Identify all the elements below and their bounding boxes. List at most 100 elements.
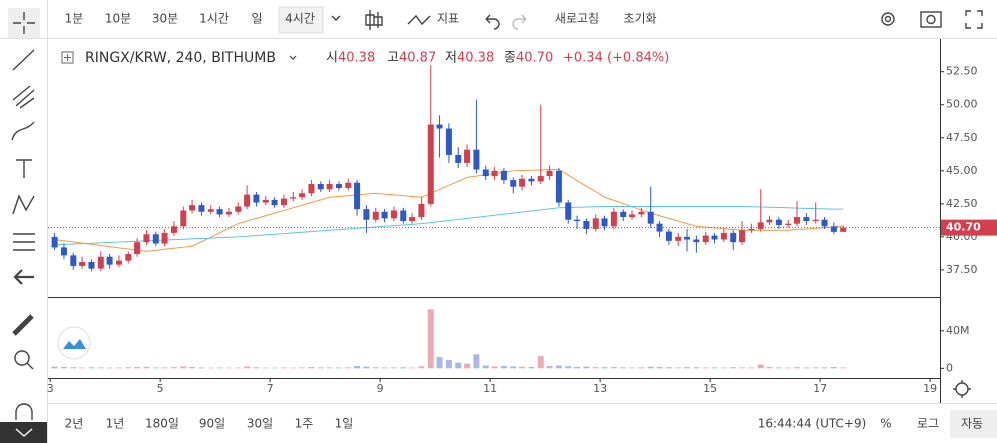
candle-body bbox=[97, 256, 104, 269]
volume-bar bbox=[216, 367, 223, 369]
left-toolbar bbox=[0, 8, 47, 443]
interval-dropdown[interactable] bbox=[331, 15, 341, 21]
volume-tick-label: 0 bbox=[946, 361, 953, 374]
volume-bar bbox=[510, 366, 517, 369]
candle-body bbox=[500, 170, 507, 181]
brush-tool[interactable] bbox=[11, 121, 35, 141]
candle-body bbox=[143, 234, 150, 243]
x-tick-label: 13 bbox=[593, 382, 607, 395]
candle-body bbox=[335, 184, 342, 188]
candle-body bbox=[601, 218, 608, 227]
range-button[interactable]: 2년 bbox=[65, 417, 84, 431]
fullscreen-button[interactable] bbox=[965, 10, 983, 29]
candle-body bbox=[766, 219, 773, 223]
legend-toggle-plus bbox=[64, 54, 71, 61]
candle-body bbox=[427, 124, 434, 204]
volume-bar bbox=[225, 367, 232, 369]
undo-button[interactable] bbox=[485, 14, 500, 30]
interval-button[interactable]: 30분 bbox=[152, 12, 178, 26]
refresh-button[interactable]: 새로고침 bbox=[555, 12, 599, 26]
symbol-dropdown[interactable] bbox=[289, 55, 297, 60]
range-button[interactable]: 30일 bbox=[247, 417, 273, 431]
candle-body bbox=[216, 209, 223, 215]
volume-bar bbox=[244, 366, 251, 369]
candle-body bbox=[684, 236, 691, 240]
volume-bar bbox=[436, 357, 443, 369]
auto-scale-bg bbox=[950, 410, 997, 438]
volume-bar bbox=[665, 367, 672, 369]
volume-bar bbox=[60, 366, 67, 369]
candle-body bbox=[656, 223, 663, 232]
candle-body bbox=[830, 226, 837, 232]
percent-toggle[interactable]: % bbox=[880, 417, 891, 431]
interval-button[interactable]: 1시간 bbox=[199, 12, 229, 26]
indicator-icon bbox=[407, 14, 431, 26]
volume-bar bbox=[647, 366, 654, 369]
volume-bar bbox=[812, 367, 819, 369]
settings-button[interactable] bbox=[881, 12, 895, 26]
volume-bar bbox=[803, 367, 810, 369]
back-tool[interactable] bbox=[13, 269, 34, 285]
candle-body bbox=[125, 254, 132, 261]
volume-bar bbox=[775, 367, 782, 369]
interval-button[interactable]: 일 bbox=[251, 12, 262, 26]
range-button[interactable]: 1년 bbox=[106, 417, 125, 431]
legend-close-label: 종 bbox=[504, 51, 516, 66]
candle-body bbox=[189, 205, 196, 211]
volume-bar bbox=[88, 367, 95, 369]
trendline-tool[interactable] bbox=[12, 49, 35, 71]
ruler-tool[interactable] bbox=[12, 314, 34, 336]
chart-style-button[interactable] bbox=[365, 10, 383, 30]
pattern-tool[interactable] bbox=[12, 194, 35, 215]
reset-button[interactable]: 초기화 bbox=[623, 12, 656, 26]
interval-button[interactable]: 10분 bbox=[105, 12, 131, 26]
candle-body bbox=[702, 235, 709, 243]
y-tick-label: 52.50 bbox=[946, 65, 978, 78]
y-tick-label: 47.50 bbox=[946, 131, 978, 144]
collapse-bar[interactable] bbox=[0, 422, 47, 443]
range-button[interactable]: 1주 bbox=[295, 417, 314, 431]
x-tick-label: 7 bbox=[267, 382, 274, 395]
candle-body bbox=[354, 182, 361, 210]
volume-bar bbox=[161, 367, 168, 369]
prediction-tool[interactable] bbox=[13, 233, 35, 251]
volume-bar bbox=[656, 366, 663, 369]
snapshot-button[interactable] bbox=[920, 11, 942, 28]
volume-bar bbox=[198, 367, 205, 369]
redo-button[interactable] bbox=[512, 14, 527, 30]
candle-body bbox=[665, 231, 672, 241]
selected-interval-bg bbox=[278, 6, 324, 34]
candle-body bbox=[418, 203, 425, 218]
log-toggle[interactable]: 로그 bbox=[917, 417, 939, 431]
indicator-button[interactable]: 지표 bbox=[437, 12, 459, 26]
volume-bar bbox=[79, 367, 86, 369]
volume-bar bbox=[271, 367, 278, 369]
candle-body bbox=[647, 211, 654, 224]
volume-bar bbox=[555, 365, 562, 369]
volume-bar bbox=[500, 365, 507, 369]
range-button[interactable]: 90일 bbox=[199, 417, 225, 431]
candle-body bbox=[592, 218, 599, 229]
interval-button[interactable]: 1분 bbox=[65, 12, 84, 26]
volume-bar bbox=[720, 367, 727, 369]
candle-body bbox=[299, 193, 306, 198]
volume-bar bbox=[400, 367, 407, 369]
interval-button[interactable]: 4시간 bbox=[285, 12, 315, 26]
candle-body bbox=[757, 222, 764, 229]
last-price-tag bbox=[941, 219, 997, 236]
volume-bar bbox=[354, 365, 361, 369]
auto-toggle[interactable]: 자동 bbox=[961, 417, 983, 431]
magnet-tool[interactable] bbox=[15, 403, 33, 420]
range-button[interactable]: 180일 bbox=[145, 417, 179, 431]
volume-bar bbox=[601, 367, 608, 369]
zoom-tool[interactable] bbox=[14, 350, 30, 366]
symbol-title[interactable]: RINGX/KRW, 240, BITHUMB bbox=[85, 50, 276, 66]
volume-bar bbox=[51, 366, 58, 369]
crosshair-tool[interactable] bbox=[13, 12, 35, 34]
legend-toggle[interactable] bbox=[61, 51, 74, 64]
text-tool[interactable] bbox=[16, 159, 32, 178]
fib-tool[interactable] bbox=[12, 85, 35, 109]
range-button[interactable]: 1일 bbox=[335, 417, 354, 431]
legend-low-label: 저 bbox=[445, 51, 457, 66]
volume-bar bbox=[207, 367, 214, 369]
